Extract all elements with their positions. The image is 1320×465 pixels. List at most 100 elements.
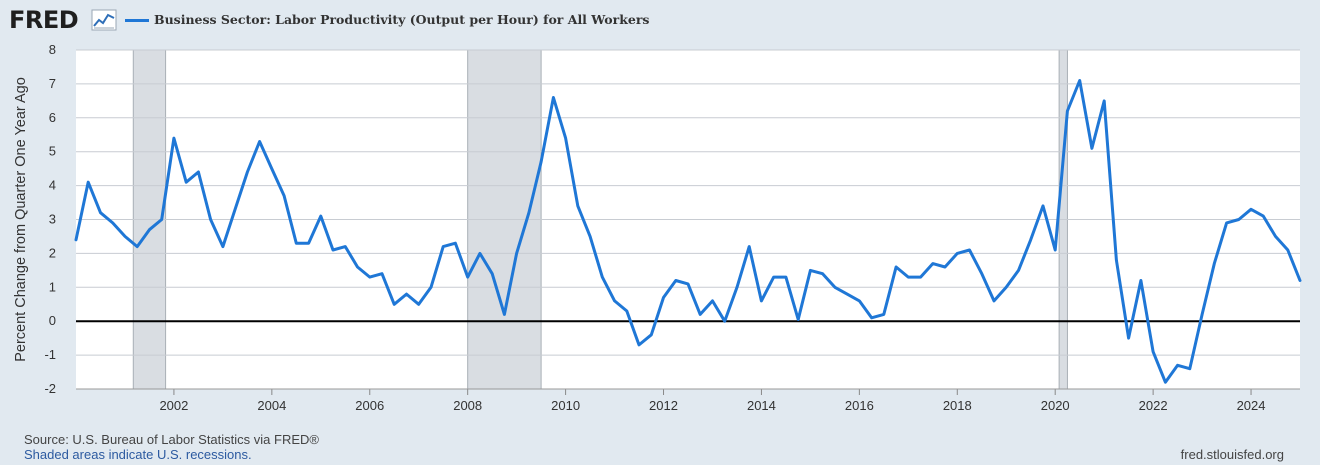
data-point[interactable] [576, 204, 580, 208]
data-point[interactable] [429, 285, 433, 289]
data-point[interactable] [625, 309, 629, 313]
data-point[interactable] [172, 136, 176, 140]
data-point[interactable] [1004, 285, 1008, 289]
data-point[interactable] [356, 265, 360, 269]
data-point[interactable] [808, 268, 812, 272]
data-point[interactable] [845, 292, 849, 296]
data-point[interactable] [686, 282, 690, 286]
data-point[interactable] [662, 295, 666, 299]
data-point[interactable] [796, 318, 800, 322]
data-point[interactable] [833, 285, 837, 289]
data-point[interactable] [319, 214, 323, 218]
data-point[interactable] [147, 228, 151, 232]
data-point[interactable] [1225, 221, 1229, 225]
data-point[interactable] [649, 333, 653, 337]
data-point[interactable] [600, 275, 604, 279]
data-point[interactable] [98, 211, 102, 215]
data-point[interactable] [735, 285, 739, 289]
data-point[interactable] [1176, 363, 1180, 367]
data-point[interactable] [1016, 268, 1020, 272]
data-point[interactable] [1139, 279, 1143, 283]
data-point[interactable] [551, 95, 555, 99]
legend-label[interactable]: Business Sector: Labor Productivity (Out… [154, 12, 650, 27]
data-point[interactable] [368, 275, 372, 279]
data-point[interactable] [1090, 146, 1094, 150]
data-point[interactable] [74, 238, 78, 242]
fred-logo[interactable]: FRED [9, 6, 79, 34]
data-point[interactable] [258, 140, 262, 144]
data-point[interactable] [784, 275, 788, 279]
data-point[interactable] [747, 245, 751, 249]
data-point[interactable] [515, 251, 519, 255]
data-point[interactable] [1261, 214, 1265, 218]
recession-note[interactable]: Shaded areas indicate U.S. recessions. [24, 447, 252, 462]
data-point[interactable] [906, 275, 910, 279]
data-point[interactable] [160, 218, 164, 222]
data-point[interactable] [674, 279, 678, 283]
data-point[interactable] [919, 275, 923, 279]
data-point[interactable] [1188, 367, 1192, 371]
data-point[interactable] [233, 207, 237, 211]
data-point[interactable] [821, 272, 825, 276]
data-point[interactable] [1274, 234, 1278, 238]
data-point[interactable] [196, 170, 200, 174]
data-point[interactable] [955, 251, 959, 255]
data-point[interactable] [698, 312, 702, 316]
data-point[interactable] [1029, 238, 1033, 242]
data-point[interactable] [282, 194, 286, 198]
data-point[interactable] [980, 272, 984, 276]
data-point[interactable] [1127, 336, 1131, 340]
data-point[interactable] [417, 302, 421, 306]
data-point[interactable] [270, 167, 274, 171]
data-point[interactable] [294, 241, 298, 245]
data-point[interactable] [1065, 109, 1069, 113]
data-point[interactable] [968, 248, 972, 252]
data-point[interactable] [1200, 312, 1204, 316]
data-point[interactable] [870, 316, 874, 320]
data-point[interactable] [86, 180, 90, 184]
data-point[interactable] [502, 312, 506, 316]
data-point[interactable] [1286, 248, 1290, 252]
data-point[interactable] [588, 234, 592, 238]
data-point[interactable] [490, 272, 494, 276]
data-point[interactable] [882, 312, 886, 316]
data-point[interactable] [184, 180, 188, 184]
data-point[interactable] [1151, 350, 1155, 354]
data-point[interactable] [245, 170, 249, 174]
data-point[interactable] [466, 275, 470, 279]
data-point[interactable] [613, 299, 617, 303]
data-point[interactable] [1053, 248, 1057, 252]
data-point[interactable] [380, 272, 384, 276]
data-point[interactable] [1298, 279, 1302, 283]
data-point[interactable] [539, 160, 543, 164]
data-point[interactable] [1212, 262, 1216, 266]
data-point[interactable] [992, 299, 996, 303]
data-point[interactable] [135, 245, 139, 249]
data-point[interactable] [637, 343, 641, 347]
data-point[interactable] [343, 245, 347, 249]
data-point[interactable] [392, 302, 396, 306]
data-point[interactable] [772, 275, 776, 279]
data-point[interactable] [1163, 380, 1167, 384]
fred-url[interactable]: fred.stlouisfed.org [1180, 447, 1284, 462]
data-point[interactable] [221, 245, 225, 249]
data-point[interactable] [1237, 218, 1241, 222]
data-point[interactable] [123, 234, 127, 238]
data-point[interactable] [723, 319, 727, 323]
data-point[interactable] [564, 136, 568, 140]
data-point[interactable] [1249, 207, 1253, 211]
data-point[interactable] [331, 248, 335, 252]
data-point[interactable] [209, 218, 213, 222]
series-line[interactable] [74, 79, 1302, 384]
data-point[interactable] [894, 265, 898, 269]
data-point[interactable] [857, 299, 861, 303]
data-point[interactable] [943, 265, 947, 269]
data-point[interactable] [453, 241, 457, 245]
data-point[interactable] [1102, 99, 1106, 103]
data-point[interactable] [478, 251, 482, 255]
data-point[interactable] [1114, 258, 1118, 262]
data-point[interactable] [111, 221, 115, 225]
data-point[interactable] [710, 299, 714, 303]
data-point[interactable] [307, 241, 311, 245]
data-point[interactable] [1078, 79, 1082, 83]
